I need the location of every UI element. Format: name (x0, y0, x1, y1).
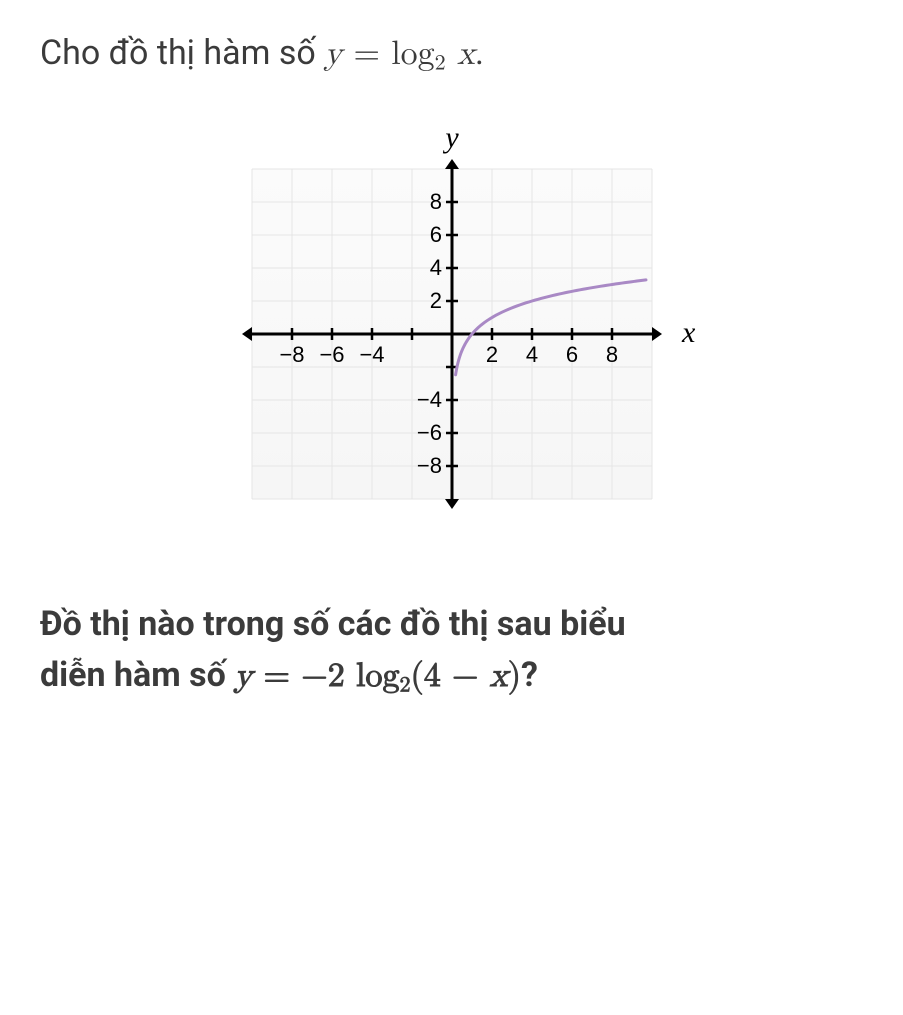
q-eq: = (252, 659, 301, 693)
svg-text:−8: −8 (279, 342, 304, 367)
q-neg2: −2 (301, 659, 344, 693)
svg-text:−8: −8 (416, 453, 441, 478)
svg-text:8: 8 (429, 189, 441, 214)
svg-text:4: 4 (429, 255, 441, 280)
q-line2-prefix: diễn hàm số (40, 655, 234, 695)
intro-eq: = (342, 37, 391, 71)
q-open: (4 − (411, 659, 490, 693)
svg-text:2: 2 (429, 288, 441, 313)
svg-text:x: x (681, 316, 696, 349)
svg-text:6: 6 (429, 222, 441, 247)
intro-space (446, 37, 457, 71)
svg-text:−4: −4 (416, 387, 441, 412)
question-text: Đồ thị nào trong số các đồ thị sau biểu … (40, 599, 863, 703)
svg-text:−6: −6 (319, 342, 344, 367)
q-logsub: 2 (399, 675, 410, 697)
intro-period: . (475, 33, 484, 73)
intro-logsub: 2 (435, 53, 446, 75)
q-log: log (345, 659, 400, 693)
svg-text:y: y (442, 121, 459, 154)
q-x: x (490, 659, 508, 693)
intro-y: y (324, 37, 342, 71)
svg-text:−4: −4 (359, 342, 384, 367)
svg-text:4: 4 (525, 342, 537, 367)
svg-text:8: 8 (605, 342, 617, 367)
intro-x: x (457, 37, 475, 71)
q-line1: Đồ thị nào trong số các đồ thị sau biểu (40, 604, 626, 644)
problem-intro: Cho đồ thị hàm số y = log2 x. (40, 30, 863, 79)
svg-text:6: 6 (565, 342, 577, 367)
svg-text:2: 2 (485, 342, 497, 367)
chart-container: −8 −6 −4 2 4 6 8 2 4 6 8 −4 −6 −8 y x (40, 119, 863, 539)
svg-text:−6: −6 (416, 420, 441, 445)
q-close: ) (508, 659, 521, 693)
intro-log: log (391, 37, 434, 71)
intro-text: Cho đồ thị hàm số (40, 33, 324, 73)
log-chart: −8 −6 −4 2 4 6 8 2 4 6 8 −4 −6 −8 y x (172, 119, 732, 539)
q-y: y (234, 659, 252, 693)
q-qmark: ? (521, 655, 538, 695)
